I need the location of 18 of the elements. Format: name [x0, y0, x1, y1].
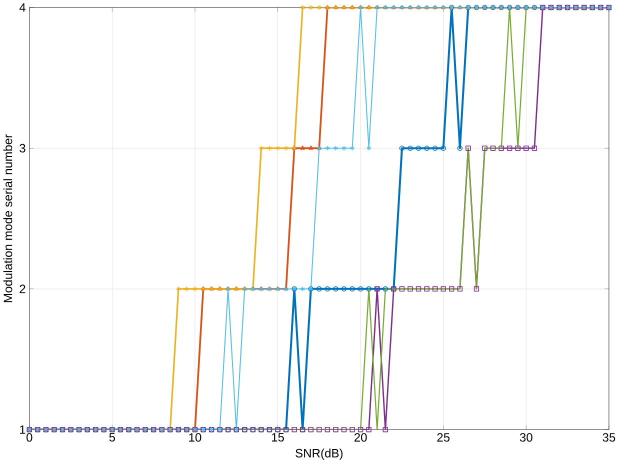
point	[192, 286, 198, 292]
x-tick-label: 0	[26, 433, 32, 442]
y-tick-label: 2	[20, 284, 26, 294]
x-tick-label: 20	[354, 433, 367, 442]
point	[316, 4, 322, 10]
x-tick-label: 30	[520, 433, 532, 442]
point	[308, 4, 314, 10]
y-tick-label: 4	[19, 3, 26, 12]
y-tick-label: 3	[20, 144, 26, 152]
x-tick-label: 15	[272, 433, 284, 442]
y-tick-label: 1	[20, 425, 26, 434]
x-tick-label: 25	[437, 433, 450, 442]
x-tick-label: 35	[602, 433, 616, 442]
x-tick-label: 5	[109, 433, 116, 442]
point	[184, 286, 190, 292]
y-axis-title: Modulation mode serial number	[3, 134, 12, 302]
x-tick-label: 10	[189, 433, 202, 442]
x-axis-title: SNR(dB)	[296, 448, 343, 460]
